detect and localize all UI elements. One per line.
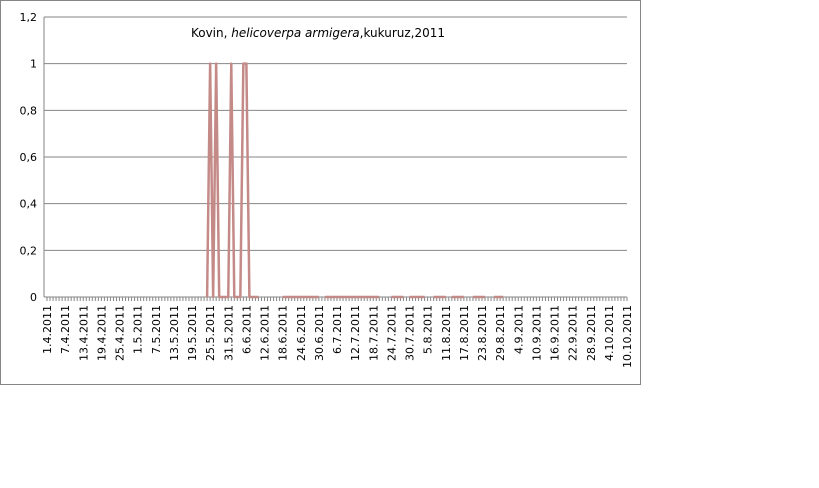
y-tick-label: 0,2 [20,244,38,257]
x-tick-label: 12.7.2011 [349,305,362,361]
y-tick-label: 0,6 [20,151,38,164]
y-tick-label: 0,4 [20,198,38,211]
x-tick-label: 12.6.2011 [259,305,272,361]
x-tick-label: 1.5.2011 [132,305,145,354]
x-tick-label: 10.9.2011 [530,305,543,361]
x-tick-label: 28.9.2011 [585,305,598,361]
x-tick-label: 24.7.2011 [385,305,398,361]
series-line [205,62,504,299]
x-tick-label: 25.4.2011 [114,305,127,361]
x-tick-label: 10.10.2011 [621,305,634,368]
x-tick-label: 5.8.2011 [422,305,435,354]
chart-border [0,0,641,385]
x-tick-label: 13.5.2011 [168,305,181,361]
x-tick-label: 29.8.2011 [494,305,507,361]
x-tick-label: 1.4.2011 [41,305,54,354]
x-tick-label: 7.4.2011 [59,305,72,354]
y-tick-label: 1 [30,58,37,71]
x-tick-label: 18.7.2011 [367,305,380,361]
x-tick-label: 24.6.2011 [295,305,308,361]
x-tick-label: 6.6.2011 [240,305,253,354]
x-tick-label: 23.8.2011 [476,305,489,361]
x-tick-label: 11.8.2011 [440,305,453,361]
title-part: helicoverpa armigera [231,26,359,40]
x-tick-label: 18.6.2011 [277,305,290,361]
x-tick-label: 30.7.2011 [404,305,417,361]
title-part: ,kukuruz,2011 [360,26,445,40]
x-tick-label: 16.9.2011 [549,305,562,361]
title-part: Kovin, [191,26,231,40]
x-tick-label: 30.6.2011 [313,305,326,361]
x-tick-label: 6.7.2011 [331,305,344,354]
x-tick-label: 25.5.2011 [204,305,217,361]
x-tick-label: 7.5.2011 [150,305,163,354]
x-tick-label: 19.4.2011 [95,305,108,361]
y-tick-label: 1,2 [20,11,38,24]
x-tick-label: 17.8.2011 [458,305,471,361]
x-tick-label: 19.5.2011 [186,305,199,361]
y-tick-label: 0 [30,291,37,304]
x-tick-label: 31.5.2011 [222,305,235,361]
x-tick-label: 4.10.2011 [603,305,616,361]
chart-title: Kovin, helicoverpa armigera,kukuruz,2011 [191,26,445,40]
x-tick-label: 22.9.2011 [567,305,580,361]
x-tick-label: 4.9.2011 [512,305,525,354]
y-tick-label: 0,8 [20,104,38,117]
x-tick-label: 13.4.2011 [77,305,90,361]
